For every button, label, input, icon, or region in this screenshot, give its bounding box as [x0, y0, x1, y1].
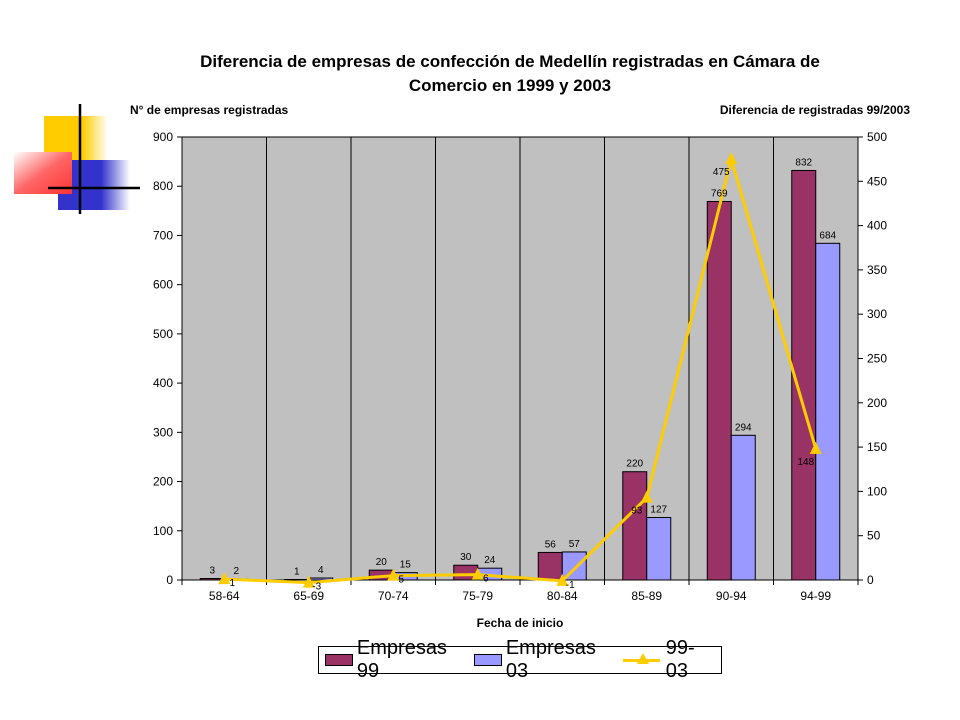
y-left-tick-label: 0: [166, 573, 173, 587]
data-label-99-03: 93: [631, 506, 643, 517]
x-tick-label: 65-69: [293, 589, 324, 603]
point-marker-99-03: [218, 572, 231, 585]
y-left-tick-label: 700: [153, 228, 173, 242]
bar-empresas-99: [706, 200, 732, 581]
y-right-tick-label: 200: [867, 396, 887, 410]
data-label-99-03: 5: [398, 575, 404, 586]
legend-label-empresas-03: Empresas 03: [505, 637, 596, 682]
x-tick-label: 90-94: [716, 589, 747, 603]
legend-label-99-03: 99-03: [665, 637, 695, 682]
chart-title-line-1: Diferencia de empresas de confección de …: [200, 52, 820, 71]
legend-swatch-99-03: [622, 653, 660, 667]
y-right-tick-label: 250: [867, 352, 887, 366]
point-marker-99-03: [387, 568, 400, 581]
data-label-99-03: 1: [229, 578, 235, 589]
bar-empresas-99: [622, 471, 648, 581]
data-label-empresas-03: 24: [484, 555, 496, 566]
bar-empresas-03: [815, 242, 841, 581]
y-left-tick-label: 600: [153, 278, 173, 292]
y-right-tick-label: 400: [867, 219, 887, 233]
data-label-empresas-99: 769: [711, 188, 728, 199]
data-label-99-03: 148: [797, 457, 814, 468]
point-marker-99-03: [471, 567, 484, 580]
difference-line: [218, 152, 822, 588]
bar-empresas-99: [537, 551, 563, 581]
grid-lines: [266, 137, 774, 580]
legend-item-empresas-03: Empresas 03: [473, 637, 615, 683]
chart-area: 0 100 200 300 400 500 600 700 800 900 0 50 100 150 200…: [130, 103, 910, 630]
bars: [199, 169, 841, 581]
y-left-tick-label: 900: [153, 130, 173, 144]
x-axis-label: Fecha de inicio: [477, 616, 564, 630]
data-label-empresas-99: 3: [209, 566, 215, 577]
data-label-99-03: 6: [483, 574, 489, 585]
y-right-tick-label: 150: [867, 440, 887, 454]
y-left-tick-label: 500: [153, 327, 173, 341]
data-label-empresas-03: 4: [318, 565, 324, 576]
y-right-tick-label: 500: [867, 130, 887, 144]
y-right-tick-label: 450: [867, 174, 887, 188]
data-label-empresas-03: 127: [650, 504, 667, 515]
point-marker-99-03: [556, 573, 569, 586]
x-tick-label: 70-74: [378, 589, 409, 603]
y-left-tick-label: 800: [153, 179, 173, 193]
series-line-99-03: [224, 153, 818, 585]
data-label-empresas-03: 294: [735, 422, 752, 433]
y-right-tick-label: 0: [867, 573, 874, 587]
data-label-empresas-99: 56: [545, 539, 557, 550]
data-label-empresas-99: 20: [376, 557, 388, 568]
y-left-tick-label: 100: [153, 524, 173, 538]
data-label-empresas-99: 220: [626, 459, 643, 470]
legend-item-99-03: 99-03: [622, 637, 713, 683]
chart-title-line-2: Comercio en 1999 y 2003: [408, 76, 612, 95]
y-right-tick-label: 300: [867, 307, 887, 321]
point-marker-99-03: [725, 152, 738, 165]
x-tick-label: 94-99: [800, 589, 831, 603]
x-tick-label: 75-79: [462, 589, 493, 603]
data-label-empresas-03: 57: [569, 539, 581, 550]
legend-item-empresas-99: Empresas 99: [325, 637, 466, 683]
data-label-empresas-99: 1: [294, 567, 300, 578]
decoration-squares: [14, 104, 140, 214]
legend-swatch-empresas-03: [473, 654, 502, 666]
chart-title: Diferencia de empresas de confección de …: [180, 50, 840, 98]
y-right-tick-label: 100: [867, 484, 887, 498]
data-label-empresas-99: 30: [460, 552, 472, 563]
y-left-tick-label: 200: [153, 475, 173, 489]
y-axis-right-label: Diferencia de registradas 99/2003: [720, 103, 910, 117]
y-left-tick-label: 400: [153, 376, 173, 390]
legend: Empresas 99 Empresas 03 99-03: [318, 637, 722, 682]
data-label-empresas-03: 2: [233, 566, 239, 577]
y-right-tick-label: 350: [867, 263, 887, 277]
bar-empresas-99: [284, 579, 310, 581]
y-right-tick-label: 50: [867, 529, 881, 543]
bar-empresas-03: [730, 434, 756, 581]
y-left-tick-label: 300: [153, 425, 173, 439]
axes: 0 100 200 300 400 500 600 700 800 900 0 50 100 150 200…: [153, 130, 887, 603]
point-marker-99-03: [640, 490, 653, 503]
data-label-empresas-03: 684: [819, 230, 836, 241]
point-marker-99-03: [302, 575, 315, 588]
legend-swatch-empresas-99: [325, 654, 353, 666]
x-tick-label: 58-64: [209, 589, 240, 603]
point-marker-99-03: [809, 441, 822, 454]
bar-empresas-03: [646, 516, 672, 581]
data-label-99-03: -1: [566, 580, 575, 591]
data-label-99-03: 475: [713, 167, 730, 178]
data-label-empresas-03: 15: [400, 560, 412, 571]
x-tick-label: 85-89: [631, 589, 662, 603]
data-label-empresas-99: 832: [795, 157, 812, 168]
legend-label-empresas-99: Empresas 99: [356, 637, 447, 682]
x-tick-label: 80-84: [547, 589, 578, 603]
y-axis-left-label: N° de empresas registradas: [130, 103, 289, 117]
data-label-99-03: -3: [312, 582, 321, 593]
